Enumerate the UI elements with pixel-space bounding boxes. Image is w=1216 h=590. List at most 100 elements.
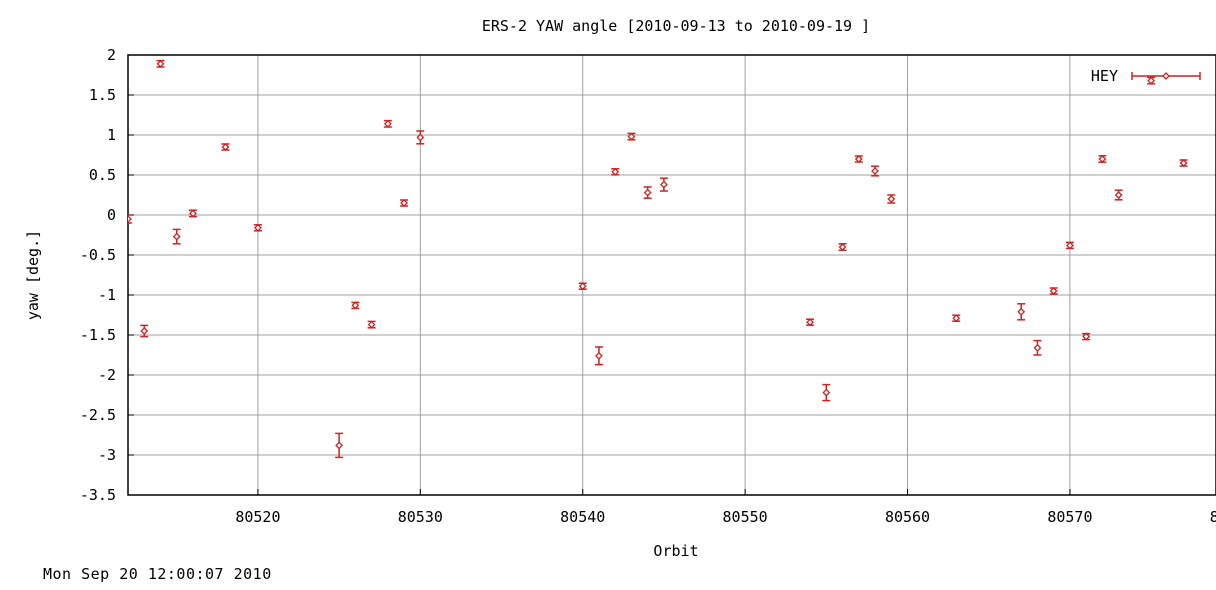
point-marker xyxy=(578,282,587,291)
data-point xyxy=(838,243,847,251)
point-marker xyxy=(627,132,636,141)
data-point xyxy=(140,324,149,338)
data-points xyxy=(128,59,1188,459)
point-marker xyxy=(367,320,376,329)
x-tick-label: 80530 xyxy=(398,508,443,526)
data-point xyxy=(871,165,880,177)
point-marker xyxy=(871,167,879,175)
data-point xyxy=(1179,159,1188,167)
data-point xyxy=(1082,332,1091,341)
point-marker xyxy=(952,314,961,323)
chart-title: ERS-2 YAW angle [2010-09-13 to 2010-09-1… xyxy=(482,17,870,35)
y-tick-label: 0 xyxy=(107,206,116,224)
point-marker xyxy=(1033,343,1042,352)
point-marker xyxy=(1049,287,1058,295)
point-marker xyxy=(416,133,425,142)
y-tick-label: -1 xyxy=(98,286,116,304)
point-marker xyxy=(1147,76,1156,85)
point-marker xyxy=(335,441,344,450)
x-tick-label: 80580 xyxy=(1210,508,1216,526)
data-point xyxy=(156,59,165,68)
y-tick-label: 1 xyxy=(107,126,116,144)
data-point xyxy=(594,346,603,366)
data-point xyxy=(611,167,620,176)
data-point xyxy=(1017,303,1026,321)
legend: HEY xyxy=(1091,67,1201,85)
x-tick-label: 80570 xyxy=(1047,508,1092,526)
point-marker xyxy=(128,215,132,223)
data-point xyxy=(221,143,230,151)
x-tick-labels: 80520 80530 80540 80550 80560 80570 80580 xyxy=(235,508,1216,526)
x-tick-label: 80520 xyxy=(235,508,280,526)
data-point xyxy=(806,318,815,327)
point-marker xyxy=(351,301,360,310)
data-point xyxy=(1114,189,1123,201)
point-marker xyxy=(838,243,847,251)
y-tick-label: -1.5 xyxy=(80,326,116,344)
footer-timestamp: Mon Sep 20 12:00:07 2010 xyxy=(43,565,272,583)
point-marker xyxy=(400,199,408,207)
data-point xyxy=(578,282,587,291)
data-point xyxy=(887,194,896,204)
data-point xyxy=(1049,287,1058,295)
data-point xyxy=(659,177,668,192)
point-marker xyxy=(660,180,668,189)
data-point xyxy=(1147,76,1156,85)
data-point xyxy=(172,228,181,245)
data-point xyxy=(383,119,392,128)
legend-marker xyxy=(1162,72,1170,80)
point-marker xyxy=(1179,159,1188,167)
point-marker xyxy=(611,167,620,176)
x-axis-label: Orbit xyxy=(653,542,698,560)
point-marker xyxy=(383,119,392,128)
point-marker xyxy=(1114,191,1123,199)
y-tick-labels: -3.5 -3 -2.5 -2 -1.5 -1 -0.5 0 0.5 1 1.5 2 xyxy=(80,46,116,504)
point-marker xyxy=(189,209,197,218)
x-tick-label: 80550 xyxy=(723,508,768,526)
y-tick-label: -0.5 xyxy=(80,246,116,264)
point-marker xyxy=(887,195,896,203)
data-point xyxy=(351,301,360,310)
point-marker xyxy=(172,232,181,241)
point-marker xyxy=(1098,155,1107,163)
data-point xyxy=(188,209,197,218)
legend-sample-marker xyxy=(1131,72,1201,80)
data-point xyxy=(952,314,961,323)
data-point xyxy=(128,214,132,224)
y-tick-label: -2 xyxy=(98,366,116,384)
grid-lines xyxy=(128,54,1216,496)
y-tick-label: 0.5 xyxy=(89,166,116,184)
y-tick-label: 2 xyxy=(107,46,116,64)
point-marker xyxy=(854,155,863,163)
data-point xyxy=(416,130,425,145)
point-marker xyxy=(156,59,165,68)
point-marker xyxy=(806,318,814,327)
point-marker xyxy=(595,351,603,360)
point-marker xyxy=(822,388,831,397)
data-point xyxy=(253,223,262,232)
data-point xyxy=(627,132,636,141)
data-point xyxy=(367,320,376,329)
y-tick-label: 1.5 xyxy=(89,86,116,104)
point-marker xyxy=(1066,241,1074,250)
point-marker xyxy=(1082,332,1091,341)
data-point xyxy=(854,155,863,163)
y-tick-label: -3 xyxy=(98,446,116,464)
plot-frame xyxy=(127,54,1216,496)
point-marker xyxy=(643,188,652,197)
data-point xyxy=(822,383,831,402)
data-point xyxy=(1065,241,1074,250)
data-point xyxy=(1033,339,1042,356)
point-marker xyxy=(221,143,230,151)
point-marker xyxy=(1017,307,1026,316)
y-tick-label: -3.5 xyxy=(80,486,116,504)
x-tick-label: 80540 xyxy=(560,508,605,526)
data-point xyxy=(400,199,409,207)
y-tick-label: -2.5 xyxy=(80,406,116,424)
data-point xyxy=(335,432,344,459)
x-tick-label: 80560 xyxy=(885,508,930,526)
data-point xyxy=(1098,155,1107,163)
y-axis-label: yaw [deg.] xyxy=(24,230,42,320)
data-point xyxy=(643,186,652,199)
